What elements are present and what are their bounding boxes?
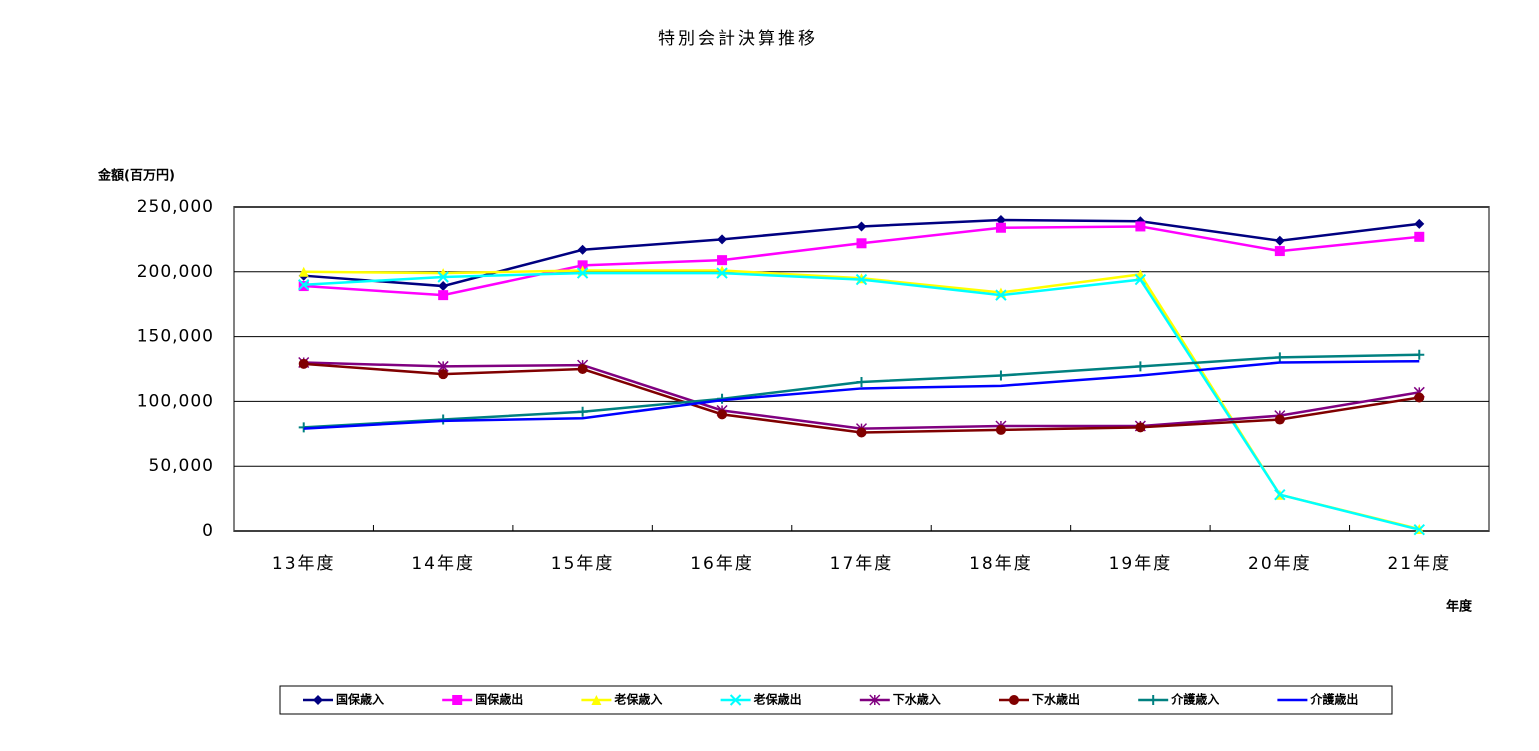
legend-marker <box>313 695 323 705</box>
marker <box>856 376 867 387</box>
x-tick-label: 19年度 <box>1109 554 1173 574</box>
legend-label: 下水歳入 <box>893 692 941 707</box>
legend-label: 老保歳入 <box>614 692 662 707</box>
y-tick-label: 150,000 <box>137 327 214 347</box>
y-tick-label: 0 <box>202 521 214 541</box>
marker <box>856 427 867 438</box>
marker <box>995 222 1006 233</box>
x-tick-label: 17年度 <box>830 554 894 574</box>
x-tick-label: 15年度 <box>551 554 615 574</box>
legend-label: 国保歳出 <box>475 692 523 707</box>
marker <box>577 406 588 417</box>
marker <box>1274 414 1285 425</box>
marker <box>717 409 728 420</box>
marker <box>716 267 728 279</box>
x-tick-label: 20年度 <box>1248 554 1312 574</box>
marker <box>438 369 449 380</box>
marker <box>577 260 588 271</box>
marker <box>438 281 449 292</box>
marker <box>717 234 728 245</box>
x-axis-title: 年度 <box>1446 599 1473 615</box>
marker <box>298 279 310 291</box>
y-tick-label: 50,000 <box>149 456 214 476</box>
plot-area <box>233 206 1490 532</box>
marker <box>1135 361 1146 372</box>
x-tick-label: 18年度 <box>969 554 1033 574</box>
marker <box>1274 246 1285 257</box>
legend-label: 介護歳入 <box>1170 692 1219 707</box>
marker <box>298 266 309 277</box>
legend-label: 老保歳出 <box>754 692 802 707</box>
marker <box>576 267 589 279</box>
x-tick-label: 13年度 <box>272 554 336 574</box>
marker <box>995 214 1006 225</box>
y-tick-label: 100,000 <box>137 391 214 411</box>
legend-marker <box>452 695 463 705</box>
marker <box>1274 235 1285 246</box>
marker <box>856 238 867 249</box>
legend-marker <box>869 694 881 706</box>
marker <box>437 271 449 283</box>
marker <box>1135 422 1146 433</box>
chart-title: 特別会計決算推移 <box>658 29 818 49</box>
marker <box>856 221 867 232</box>
marker <box>1414 231 1425 242</box>
y-axis-title: 金額(百万円) <box>97 168 175 184</box>
x-tick-label: 21年度 <box>1387 554 1451 574</box>
marker <box>1274 352 1285 363</box>
marker <box>995 424 1006 435</box>
legend-marker <box>591 695 602 705</box>
marker <box>1414 218 1425 229</box>
marker <box>855 273 868 286</box>
marker <box>1414 349 1425 360</box>
marker <box>298 358 309 369</box>
series-line <box>303 359 1420 430</box>
y-tick-label: 200,000 <box>137 262 214 282</box>
marker <box>1135 221 1146 232</box>
x-tick-label: 16年度 <box>690 554 754 574</box>
legend-label: 下水歳出 <box>1032 692 1080 707</box>
marker <box>1414 392 1425 403</box>
marker <box>577 244 588 255</box>
marker <box>577 364 588 374</box>
marker <box>1274 489 1286 501</box>
legend-label: 国保歳入 <box>336 692 384 707</box>
legend-marker <box>729 694 742 706</box>
x-tick-label: 14年度 <box>411 554 475 574</box>
marker <box>1134 273 1147 286</box>
marker <box>438 290 449 301</box>
y-tick-label: 250,000 <box>137 197 214 217</box>
legend-marker <box>1009 695 1019 705</box>
marker <box>1413 523 1425 536</box>
marker <box>995 370 1006 381</box>
marker <box>717 255 728 266</box>
legend-marker <box>1148 695 1159 705</box>
marker <box>995 289 1007 301</box>
legend-label: 介護歳出 <box>1309 692 1358 707</box>
